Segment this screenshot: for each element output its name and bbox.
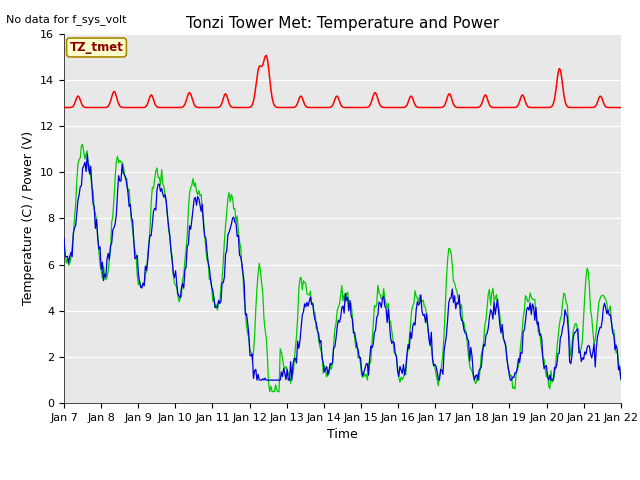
Text: No data for f_sys_volt: No data for f_sys_volt: [6, 14, 127, 25]
Y-axis label: Temperature (C) / Power (V): Temperature (C) / Power (V): [22, 132, 35, 305]
Text: TZ_tmet: TZ_tmet: [70, 41, 124, 54]
Title: Tonzi Tower Met: Temperature and Power: Tonzi Tower Met: Temperature and Power: [186, 16, 499, 31]
Legend: Panel T, Battery V, Air T: Panel T, Battery V, Air T: [200, 478, 485, 480]
X-axis label: Time: Time: [327, 429, 358, 442]
